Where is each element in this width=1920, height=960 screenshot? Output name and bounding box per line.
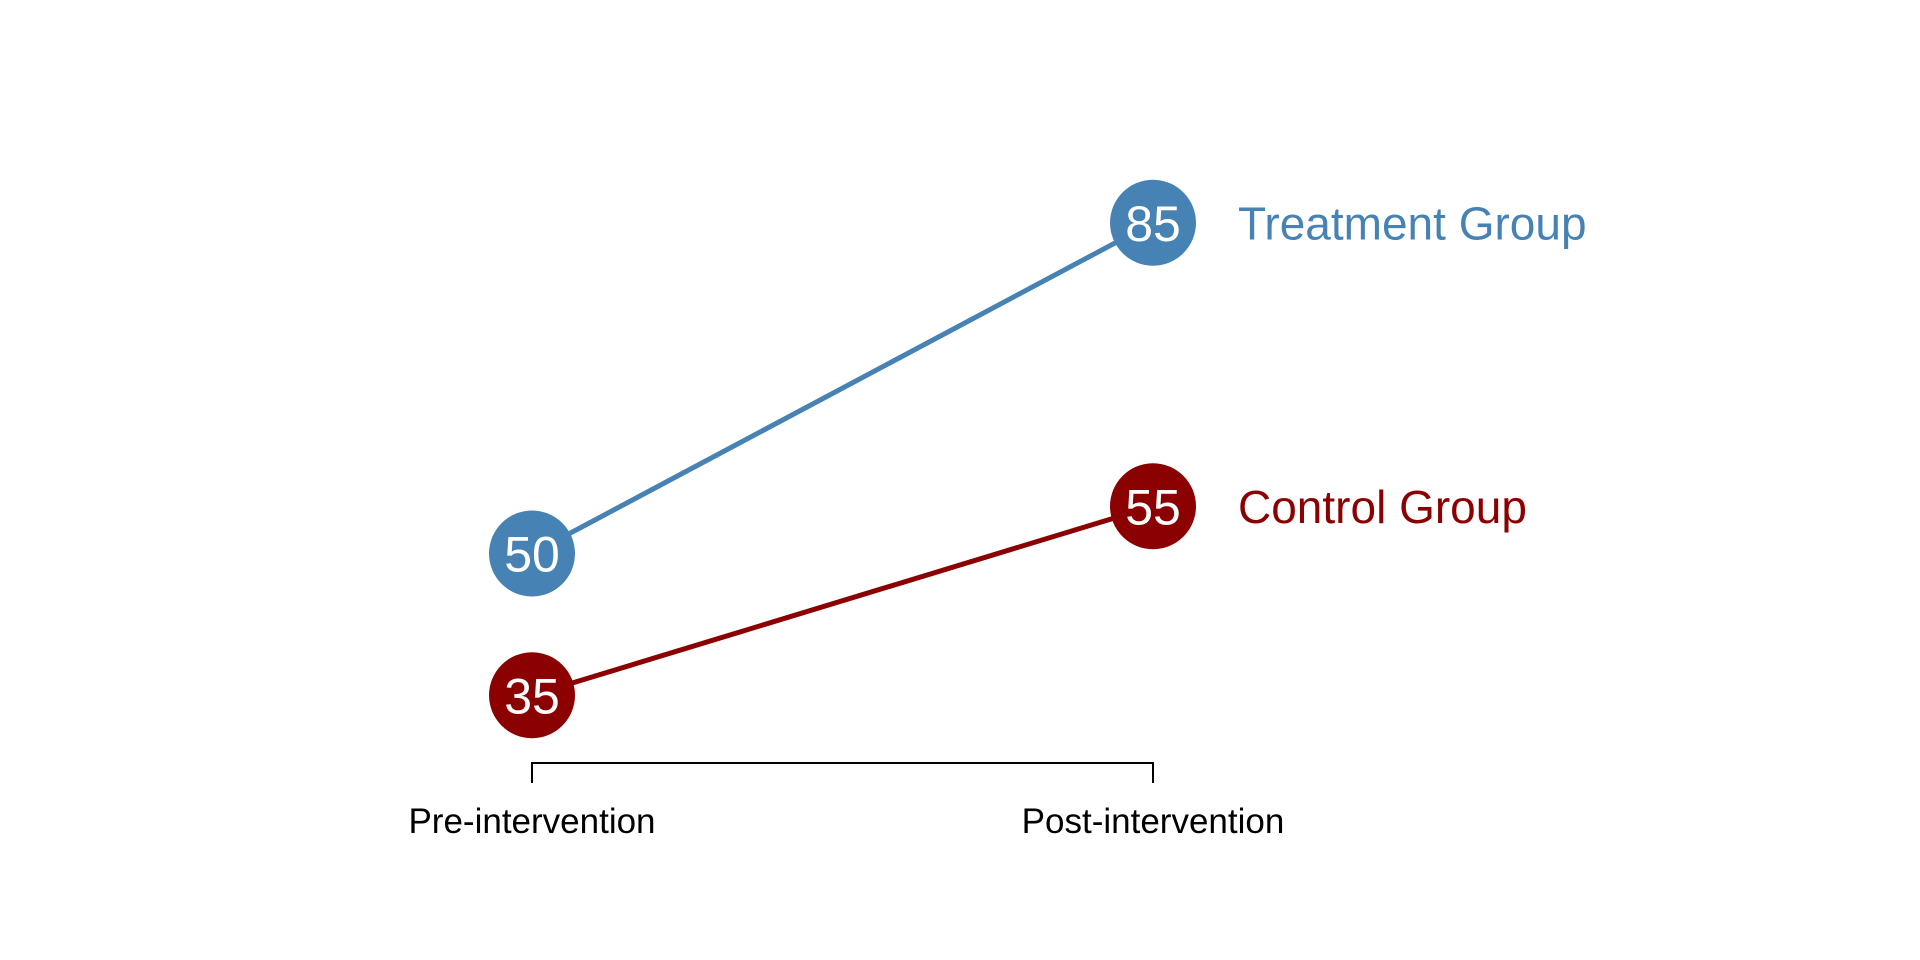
data-point [1110,463,1196,550]
series-name-label: Treatment Group [1238,197,1587,249]
data-point-value-label: 35 [504,668,560,724]
series-lines-layer [530,220,1155,698]
data-point-value-label: 50 [504,527,560,583]
data-point-value-label: 85 [1125,196,1181,252]
series-name-label: Control Group [1238,481,1527,533]
x-axis-layer: Pre-intervention Post-intervention [408,762,1285,841]
data-point [1110,179,1196,266]
data-point [489,652,575,739]
series-line [531,503,1154,698]
series-line [530,220,1155,556]
x-axis-bracket [531,762,1154,783]
x-axis-category-label: Post-intervention [1022,802,1285,841]
series-legend-layer: Treatment Group Control Group [1238,197,1587,533]
series-points-layer: 50 85 35 55 [489,179,1196,739]
data-point-value-label: 55 [1125,479,1181,535]
x-axis-category-label: Pre-intervention [408,802,655,841]
data-point [489,510,575,597]
